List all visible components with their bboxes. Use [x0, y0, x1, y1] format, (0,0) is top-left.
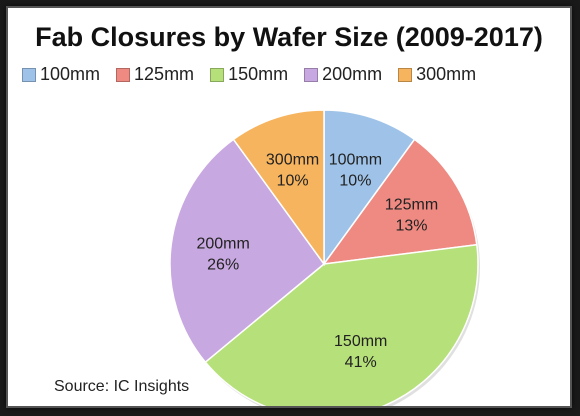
- chart-legend: 100mm 125mm 150mm 200mm 300mm: [22, 64, 562, 85]
- chart-title: Fab Closures by Wafer Size (2009-2017): [35, 22, 543, 52]
- legend-item-125mm: 125mm: [116, 64, 194, 85]
- slice-label-100mm: 100mm: [329, 151, 382, 168]
- legend-swatch-300mm: [398, 67, 413, 82]
- legend-swatch-150mm: [210, 67, 225, 82]
- pie-chart: 100mm 10% 125mm 13% 150mm 41% 200mm 26% 300mm 10%: [169, 109, 480, 406]
- pie-slice-300mm: [232, 109, 325, 267]
- slice-pct-100mm: 10%: [339, 172, 371, 189]
- slice-pct-300mm: 10%: [277, 172, 309, 189]
- legend-item-200mm: 200mm: [304, 64, 382, 85]
- pie-slice-125mm: [322, 138, 478, 265]
- legend-label-100mm: 100mm: [40, 64, 101, 84]
- legend-swatch-100mm: [22, 67, 36, 82]
- chart-frame: Fab Closures by Wafer Size (2009-2017) 1…: [6, 6, 572, 408]
- chart-source: Source: IC Insights: [54, 378, 190, 395]
- slice-label-125mm: 125mm: [385, 196, 438, 213]
- slice-label-300mm: 300mm: [266, 151, 319, 168]
- legend-swatch-200mm: [304, 67, 319, 82]
- legend-label-125mm: 125mm: [134, 64, 195, 84]
- slice-label-150mm: 150mm: [334, 333, 387, 350]
- legend-item-300mm: 300mm: [398, 64, 476, 85]
- legend-label-150mm: 150mm: [228, 64, 289, 84]
- pie-slice-150mm: [204, 243, 479, 406]
- legend-label-300mm: 300mm: [416, 64, 477, 84]
- slice-pct-150mm: 41%: [345, 354, 377, 371]
- legend-swatch-125mm: [116, 67, 131, 82]
- slice-label-200mm: 200mm: [196, 235, 249, 252]
- pie-slice-100mm: [323, 109, 416, 267]
- pie-slice-200mm: [169, 138, 326, 364]
- legend-item-150mm: 150mm: [210, 64, 288, 85]
- legend-item-100mm: 100mm: [22, 64, 100, 85]
- slice-pct-125mm: 13%: [395, 217, 427, 234]
- slice-pct-200mm: 26%: [207, 256, 239, 273]
- legend-label-200mm: 200mm: [322, 64, 383, 84]
